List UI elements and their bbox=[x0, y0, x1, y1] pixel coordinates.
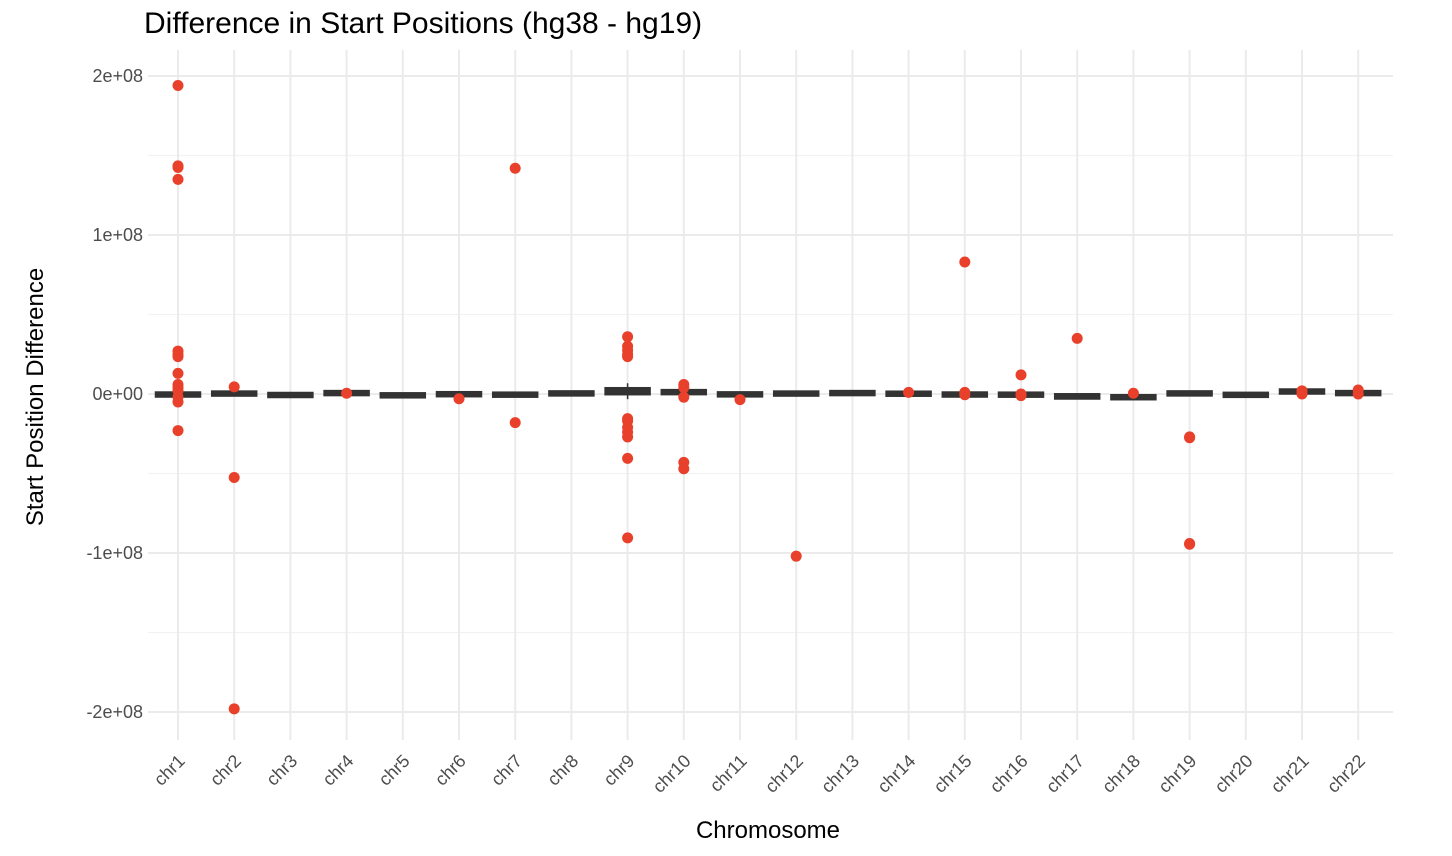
y-tick-label: -1e+08 bbox=[86, 543, 143, 563]
point-chr16 bbox=[1015, 390, 1027, 402]
y-tick-label: 1e+08 bbox=[92, 225, 143, 245]
point-chr12 bbox=[790, 550, 802, 562]
x-tick-label: chr5 bbox=[375, 751, 414, 790]
x-tick-label: chr7 bbox=[487, 751, 526, 790]
point-chr9 bbox=[622, 431, 634, 443]
point-chr17 bbox=[1071, 332, 1083, 344]
point-chr2 bbox=[228, 471, 240, 483]
point-chr15 bbox=[959, 256, 971, 268]
point-chr11 bbox=[734, 394, 746, 406]
x-tick-label: chr3 bbox=[262, 751, 301, 790]
box-group bbox=[154, 383, 1382, 401]
x-tick-label: chr19 bbox=[1154, 751, 1200, 797]
point-chr1 bbox=[172, 396, 184, 408]
x-tick-label: chr9 bbox=[600, 751, 639, 790]
point-chr1 bbox=[172, 351, 184, 363]
x-tick-label: chr11 bbox=[706, 751, 751, 796]
chart-title: Difference in Start Positions (hg38 - hg… bbox=[144, 7, 702, 40]
point-chr22 bbox=[1352, 388, 1364, 400]
x-axis-title: Chromosome bbox=[696, 817, 840, 844]
x-tick-label: chr6 bbox=[431, 751, 470, 790]
x-tick-label: chr16 bbox=[986, 751, 1032, 797]
x-tick-label: chr12 bbox=[761, 751, 807, 797]
point-chr19 bbox=[1184, 432, 1196, 444]
x-tick-label: chr21 bbox=[1267, 751, 1313, 797]
x-tick-label: chr15 bbox=[930, 751, 976, 797]
point-chr7 bbox=[509, 417, 521, 429]
point-chr19 bbox=[1184, 538, 1196, 550]
y-axis-title: Start Position Difference bbox=[22, 268, 49, 526]
point-chr1 bbox=[172, 367, 184, 379]
point-chr2 bbox=[228, 381, 240, 393]
point-chr1 bbox=[172, 425, 184, 437]
point-chr7 bbox=[509, 162, 521, 174]
point-chr14 bbox=[903, 386, 915, 398]
points-group bbox=[172, 80, 1364, 715]
x-tick-label: chr2 bbox=[206, 751, 245, 790]
point-chr10 bbox=[678, 463, 690, 475]
point-chr18 bbox=[1127, 387, 1139, 399]
point-chr1 bbox=[172, 161, 184, 173]
x-tick-label: chr13 bbox=[817, 751, 863, 797]
point-chr9 bbox=[622, 452, 634, 464]
x-tick-label: chr10 bbox=[649, 751, 695, 797]
point-chr9 bbox=[622, 331, 634, 343]
point-chr2 bbox=[228, 703, 240, 715]
x-tick-label: chr22 bbox=[1323, 751, 1369, 797]
point-chr6 bbox=[453, 393, 465, 405]
x-tick-label: chr20 bbox=[1211, 751, 1257, 797]
point-chr21 bbox=[1296, 388, 1308, 400]
point-chr1 bbox=[172, 80, 184, 92]
y-tick-label: 2e+08 bbox=[92, 66, 143, 86]
point-chr4 bbox=[341, 387, 353, 399]
point-chr10 bbox=[678, 391, 690, 403]
y-tick-label: 0e+00 bbox=[92, 384, 143, 404]
x-tick-labels: chr1 chr2 chr3 chr4 chr5 chr6 chr7 chr8 chr9 chr1… bbox=[150, 751, 1369, 797]
x-tick-label: chr17 bbox=[1042, 751, 1088, 797]
point-chr1 bbox=[172, 173, 184, 185]
y-tick-label: -2e+08 bbox=[86, 702, 143, 722]
x-tick-label: chr18 bbox=[1098, 751, 1144, 797]
x-tick-label: chr1 bbox=[150, 751, 189, 790]
point-chr9 bbox=[622, 532, 634, 544]
x-tick-label: chr8 bbox=[543, 751, 582, 790]
x-tick-label: chr14 bbox=[873, 751, 919, 797]
y-tick-labels: -2e+08 -1e+08 0e+00 1e+08 2e+08 bbox=[86, 66, 143, 722]
point-chr10 bbox=[678, 382, 690, 394]
point-chr16 bbox=[1015, 369, 1027, 381]
point-chr9 bbox=[622, 351, 634, 363]
x-tick-label: chr4 bbox=[319, 751, 358, 790]
point-chr15 bbox=[959, 389, 971, 401]
